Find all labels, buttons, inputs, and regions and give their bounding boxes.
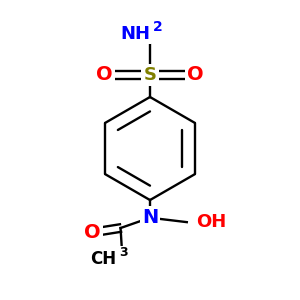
Text: S: S <box>143 66 157 84</box>
Text: 2: 2 <box>153 20 163 34</box>
Text: N: N <box>142 208 158 227</box>
Text: O: O <box>187 65 204 84</box>
Text: NH: NH <box>120 25 150 43</box>
Text: O: O <box>84 223 101 242</box>
Text: O: O <box>96 65 113 84</box>
Text: OH: OH <box>196 213 226 231</box>
Text: CH: CH <box>90 250 116 268</box>
Text: 3: 3 <box>119 246 128 259</box>
